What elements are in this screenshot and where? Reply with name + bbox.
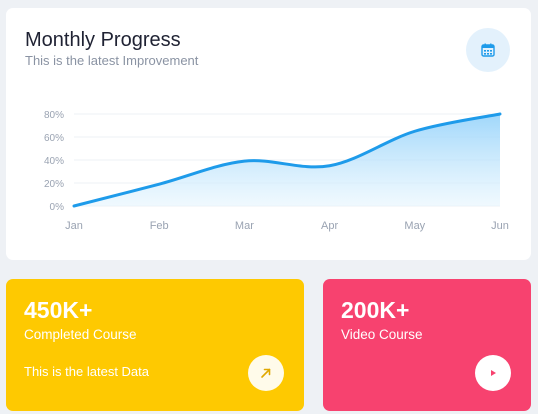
x-tick-label: Feb: [150, 220, 169, 232]
calendar-button[interactable]: [466, 28, 510, 72]
video-course-card: 200K+ Video Course: [323, 279, 531, 411]
completed-course-note: This is the latest Data: [24, 364, 149, 379]
x-tick-label: Jun: [491, 220, 509, 232]
progress-chart: 0% 20% 40% 60% 80% Jan Feb Mar Apr May Jun: [44, 110, 509, 232]
completed-course-label: Completed Course: [24, 327, 137, 342]
y-tick-label: 20%: [44, 179, 64, 190]
video-course-label: Video Course: [341, 327, 423, 342]
open-completed-button[interactable]: [248, 355, 284, 391]
arrow-up-right-icon: [261, 368, 271, 378]
completed-course-value: 450K+: [24, 297, 93, 323]
series-line: [72, 112, 502, 208]
completed-course-card: 450K+ Completed Course This is the lates…: [6, 279, 304, 411]
y-tick-label: 0%: [50, 202, 65, 213]
card-subtitle: This is the latest Improvement: [25, 53, 199, 68]
y-tick-label: 60%: [44, 133, 64, 144]
calendar-icon: [481, 43, 495, 57]
series-area: [74, 114, 500, 206]
y-tick-label: 40%: [44, 156, 64, 167]
monthly-progress-card: Monthly Progress This is the latest Impr…: [6, 8, 531, 260]
play-video-button[interactable]: [475, 355, 511, 391]
video-course-value: 200K+: [341, 297, 410, 323]
x-tick-label: May: [404, 220, 425, 232]
y-tick-label: 80%: [44, 110, 64, 121]
play-icon: [491, 370, 496, 376]
card-title: Monthly Progress: [25, 29, 181, 51]
x-tick-label: Jan: [65, 220, 83, 232]
x-tick-label: Mar: [235, 220, 254, 232]
x-tick-label: Apr: [321, 220, 338, 232]
